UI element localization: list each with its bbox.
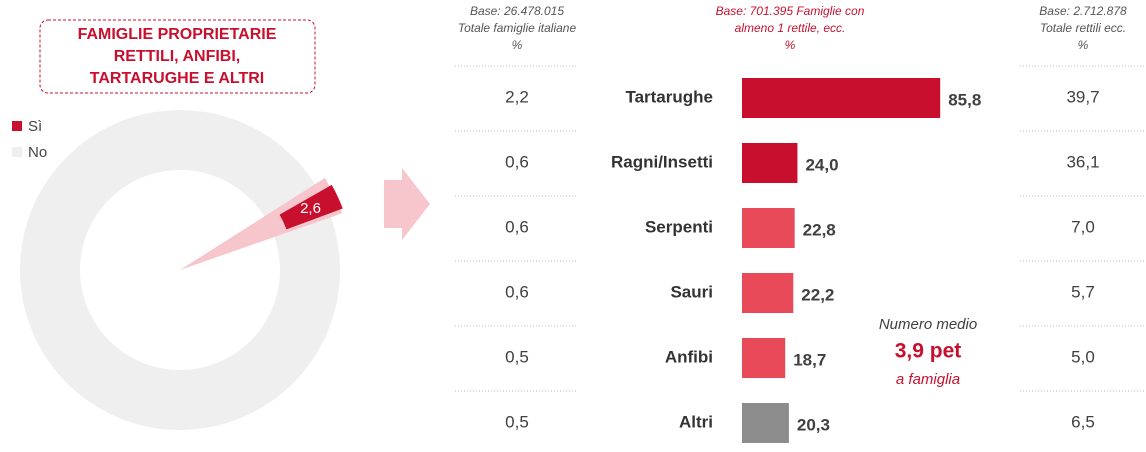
title-box: [39, 19, 316, 94]
column-header: Base: 701.395 Famiglie con: [716, 4, 865, 18]
legend-swatch: [12, 147, 22, 157]
donut-segment: [20, 110, 340, 431]
category-label: Serpenti: [645, 217, 713, 236]
table-cell: 0,6: [505, 152, 529, 171]
data-label: 20,3: [797, 415, 830, 434]
category-label: Sauri: [670, 282, 713, 301]
column-header: Base: 26.478.015: [470, 4, 564, 18]
column-header: %: [785, 38, 796, 52]
title: RETTILI, ANFIBI,: [114, 48, 241, 65]
data-label: 22,2: [801, 285, 834, 304]
column-header: almeno 1 rettile, ecc.: [735, 21, 846, 35]
column-header: %: [512, 38, 523, 52]
legend-label: No: [28, 144, 47, 161]
category-label: Altri: [679, 412, 713, 431]
bar: [742, 338, 786, 378]
table-cell: 2,2: [505, 87, 529, 106]
table-cell: 0,6: [505, 217, 529, 236]
table-cell: 0,6: [505, 282, 529, 301]
bar: [742, 273, 794, 313]
annotation: a famiglia: [896, 371, 960, 388]
table-cell: 6,5: [1071, 412, 1095, 431]
column-header: Totale rettili ecc.: [1040, 21, 1126, 35]
data-label: 22,8: [803, 220, 836, 239]
table-cell: 0,5: [505, 347, 529, 366]
callout: [180, 177, 343, 270]
legend-swatch: [12, 121, 22, 131]
title: TARTARUGHE E ALTRI: [90, 70, 265, 87]
table-cell: 5,7: [1071, 282, 1095, 301]
table-cell: 39,7: [1066, 87, 1099, 106]
annotation: Numero medio: [879, 316, 977, 333]
data-label: 85,8: [948, 90, 981, 109]
table-cell: 36,1: [1066, 152, 1099, 171]
column-header: %: [1078, 38, 1089, 52]
title: FAMIGLIE PROPRIETARIE: [78, 26, 277, 43]
table-cell: 7,0: [1071, 217, 1095, 236]
bar: [742, 403, 789, 443]
column-header: Base: 2.712.878: [1039, 4, 1127, 18]
data-label: 2,6: [300, 200, 321, 217]
category-label: Ragni/Insetti: [611, 152, 713, 171]
arrow: [384, 168, 430, 240]
table-cell: 0,5: [505, 412, 529, 431]
data-label: 18,7: [793, 350, 826, 369]
bar: [742, 143, 798, 183]
column-header: Totale famiglie italiane: [458, 21, 577, 35]
bar: [742, 208, 795, 248]
category-label: Anfibi: [665, 347, 713, 366]
table-cell: 5,0: [1071, 347, 1095, 366]
category-label: Tartarughe: [625, 87, 713, 106]
donut-segment: [279, 184, 343, 230]
data-label: 24,0: [805, 155, 838, 174]
bar: [742, 78, 941, 118]
annotation: 3,9 pet: [895, 340, 962, 363]
legend-label: Sì: [28, 118, 42, 135]
